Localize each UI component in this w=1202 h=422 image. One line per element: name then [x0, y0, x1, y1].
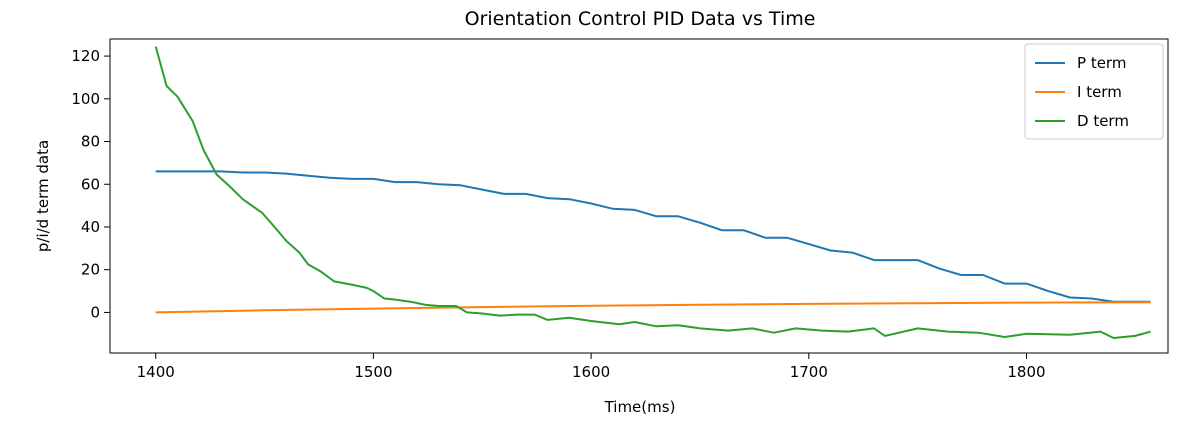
series-line-i-term — [155, 301, 1151, 314]
legend-label-d-term: D term — [1077, 112, 1129, 130]
x-tick-label: 1600 — [572, 363, 610, 381]
legend-label-i-term: I term — [1077, 83, 1122, 101]
legend-box — [1024, 43, 1164, 140]
y-tick-label: 60 — [81, 175, 100, 193]
x-axis-label: Time(ms) — [604, 398, 676, 416]
y-tick-label: 100 — [71, 90, 100, 108]
y-tick-label: 20 — [81, 261, 100, 279]
series-line-p-term — [155, 170, 1151, 303]
x-tick-label: 1800 — [1007, 363, 1045, 381]
chart-title: Orientation Control PID Data vs Time — [465, 8, 816, 30]
y-tick-label: 120 — [71, 47, 100, 65]
plot-frame — [109, 38, 1169, 354]
legend-label-p-term: P term — [1077, 54, 1126, 72]
y-tick-label: 0 — [90, 303, 100, 321]
series-line-d-term — [154, 46, 1151, 339]
x-tick-label: 1400 — [137, 363, 175, 381]
y-axis: 0 20 40 60 80 100 120 — [71, 47, 110, 321]
x-tick-label: 1500 — [354, 363, 392, 381]
x-tick-label: 1700 — [790, 363, 828, 381]
x-axis: 1400 1500 1600 1700 1800 — [137, 353, 1046, 381]
plot-lines — [154, 46, 1151, 339]
y-tick-label: 40 — [81, 218, 100, 236]
y-tick-label: 80 — [81, 133, 100, 151]
legend: P term I term D term — [1024, 43, 1164, 140]
y-axis-label: p/i/d term data — [34, 140, 52, 252]
